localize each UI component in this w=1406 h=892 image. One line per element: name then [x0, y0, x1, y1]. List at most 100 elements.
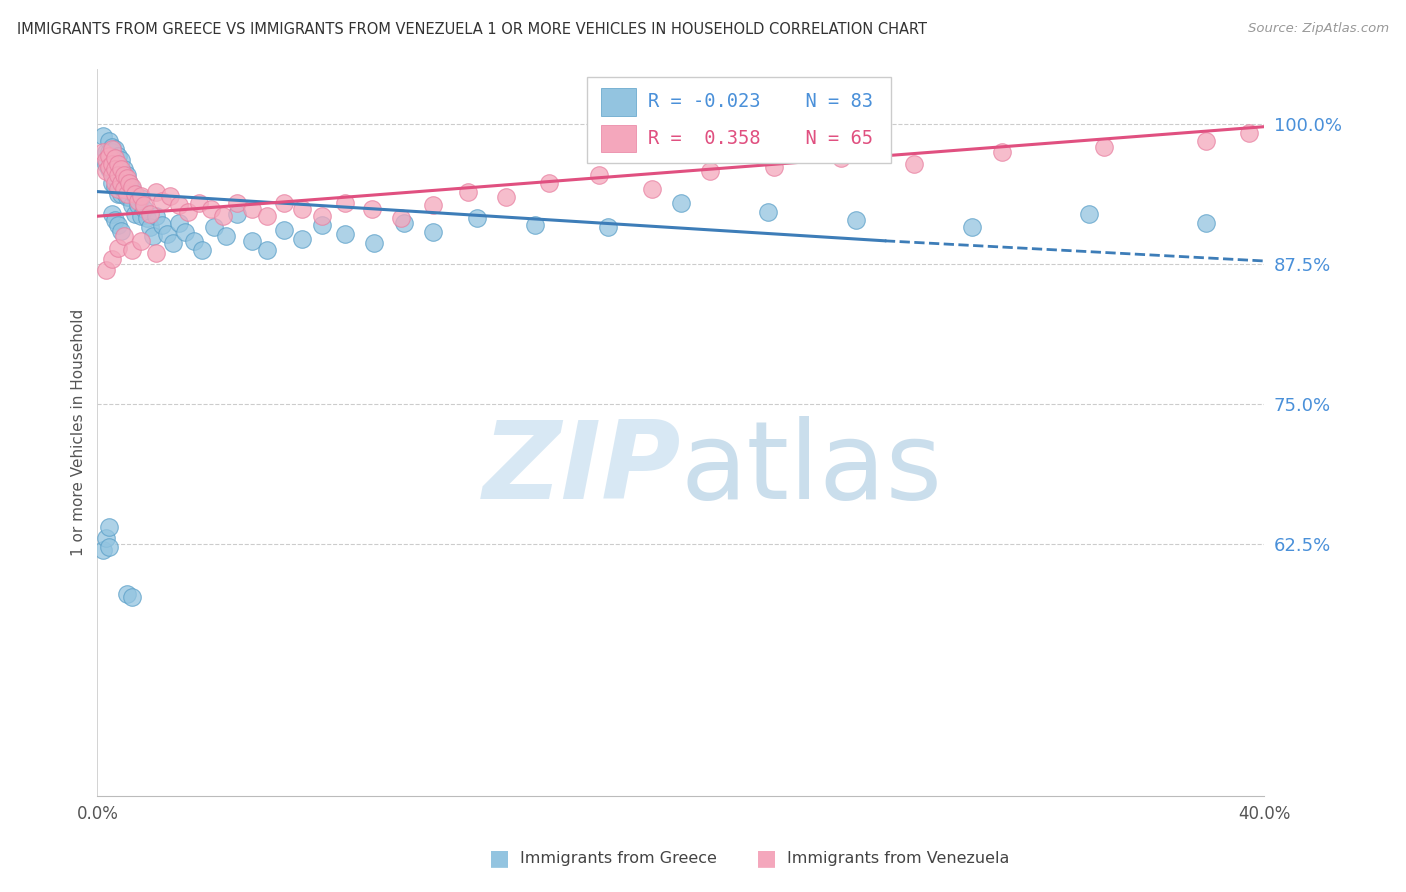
- Point: [167, 198, 190, 212]
- Point: [640, 182, 662, 196]
- Point: [129, 234, 152, 248]
- Point: [202, 220, 225, 235]
- Point: [1195, 216, 1218, 230]
- Text: atlas: atlas: [681, 416, 942, 522]
- Point: [94, 532, 117, 546]
- Point: [107, 176, 129, 190]
- Point: [188, 195, 211, 210]
- Point: [156, 227, 179, 241]
- Point: [389, 211, 412, 226]
- Point: [104, 176, 127, 190]
- Point: [94, 153, 117, 168]
- Point: [118, 190, 141, 204]
- Point: [256, 209, 278, 223]
- Point: [98, 145, 121, 160]
- Point: [98, 541, 121, 555]
- Point: [211, 209, 233, 223]
- Point: [104, 142, 127, 156]
- Point: [132, 202, 155, 217]
- Point: [107, 149, 129, 163]
- Point: [167, 216, 190, 230]
- Point: [200, 202, 222, 217]
- Point: [523, 218, 546, 232]
- Point: [121, 243, 143, 257]
- Point: [94, 164, 117, 178]
- Point: [112, 182, 135, 196]
- Point: [101, 156, 124, 170]
- Point: [110, 176, 132, 190]
- Point: [104, 160, 127, 174]
- Point: [142, 229, 165, 244]
- Point: [94, 145, 117, 160]
- Point: [98, 520, 121, 534]
- Point: [990, 145, 1012, 160]
- Point: [311, 209, 333, 223]
- Point: [132, 198, 155, 212]
- Point: [226, 207, 249, 221]
- Text: R =  0.358    N = 65: R = 0.358 N = 65: [648, 128, 873, 148]
- Point: [110, 186, 132, 201]
- Point: [104, 212, 127, 227]
- Point: [1078, 207, 1101, 221]
- Point: [360, 202, 382, 217]
- Point: [240, 202, 263, 217]
- Point: [129, 209, 152, 223]
- Point: [139, 220, 162, 235]
- Point: [115, 168, 138, 182]
- Point: [121, 182, 143, 196]
- FancyBboxPatch shape: [602, 125, 637, 153]
- Point: [124, 207, 146, 221]
- Point: [177, 204, 200, 219]
- Point: [118, 176, 141, 190]
- Point: [110, 164, 132, 178]
- Point: [588, 168, 610, 182]
- Point: [273, 222, 295, 236]
- Point: [112, 168, 135, 182]
- Point: [191, 243, 214, 257]
- Point: [115, 186, 138, 201]
- Point: [112, 173, 135, 187]
- Point: [127, 198, 149, 212]
- Point: [110, 224, 132, 238]
- Point: [98, 160, 121, 174]
- Point: [145, 209, 167, 223]
- Point: [538, 176, 561, 190]
- Point: [392, 216, 415, 230]
- Point: [845, 212, 868, 227]
- Point: [101, 156, 124, 170]
- Point: [422, 225, 444, 239]
- Point: [112, 162, 135, 177]
- Point: [1195, 134, 1218, 148]
- Point: [290, 231, 312, 245]
- Text: IMMIGRANTS FROM GREECE VS IMMIGRANTS FROM VENEZUELA 1 OR MORE VEHICLES IN HOUSEH: IMMIGRANTS FROM GREECE VS IMMIGRANTS FRO…: [17, 22, 927, 37]
- Point: [129, 191, 152, 205]
- Text: Immigrants from Venezuela: Immigrants from Venezuela: [787, 851, 1010, 865]
- Point: [1239, 127, 1261, 141]
- Text: ZIP: ZIP: [482, 416, 681, 522]
- Point: [107, 182, 129, 196]
- Point: [162, 235, 184, 250]
- Point: [91, 145, 114, 160]
- Point: [107, 241, 129, 255]
- Point: [136, 211, 159, 226]
- Text: R = -0.023    N = 83: R = -0.023 N = 83: [648, 93, 873, 112]
- Text: Source: ZipAtlas.com: Source: ZipAtlas.com: [1249, 22, 1389, 36]
- Point: [962, 220, 984, 235]
- Point: [112, 185, 135, 199]
- Point: [363, 235, 385, 250]
- Point: [465, 211, 488, 226]
- Point: [290, 202, 312, 217]
- Point: [121, 198, 143, 212]
- Point: [596, 220, 619, 235]
- Point: [256, 243, 278, 257]
- Point: [91, 542, 114, 557]
- Point: [226, 195, 249, 210]
- Point: [104, 180, 127, 194]
- Point: [173, 225, 195, 239]
- Point: [139, 207, 162, 221]
- Point: [101, 142, 124, 156]
- Point: [127, 194, 149, 208]
- Point: [150, 218, 173, 232]
- Point: [101, 164, 124, 178]
- Point: [91, 128, 114, 143]
